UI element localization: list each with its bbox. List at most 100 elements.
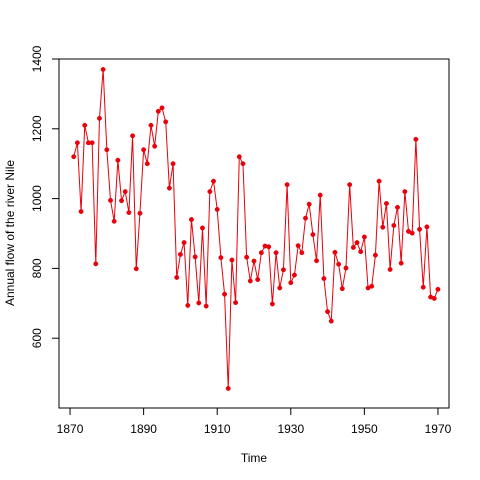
data-point xyxy=(350,245,356,250)
data-point xyxy=(398,260,404,266)
data-point xyxy=(299,250,305,256)
data-point xyxy=(251,258,257,264)
data-point xyxy=(247,278,253,284)
data-point xyxy=(97,115,102,121)
data-point xyxy=(111,218,117,224)
data-point xyxy=(273,250,279,256)
data-point xyxy=(74,140,80,146)
data-point xyxy=(376,178,382,184)
data-point xyxy=(269,301,275,307)
y-tick-label: 1400 xyxy=(30,45,44,72)
data-point xyxy=(332,249,338,255)
data-point xyxy=(144,161,150,167)
data-point xyxy=(244,254,250,260)
data-point xyxy=(78,209,84,214)
data-point xyxy=(413,136,419,142)
x-tick-label: 1910 xyxy=(204,422,231,436)
data-point xyxy=(185,302,191,308)
data-point xyxy=(295,243,301,249)
data-point xyxy=(369,283,375,289)
data-point xyxy=(255,277,261,283)
data-point xyxy=(214,206,220,212)
data-point xyxy=(189,217,194,222)
data-point xyxy=(292,272,297,278)
data-point xyxy=(328,318,334,324)
x-tick-label: 1930 xyxy=(277,422,304,436)
data-point xyxy=(258,250,264,256)
data-point xyxy=(402,189,408,195)
data-point xyxy=(166,185,172,191)
y-axis: 600 800 1000 1200 1400 xyxy=(30,45,60,348)
data-point xyxy=(361,234,367,240)
data-point xyxy=(284,182,290,188)
data-point xyxy=(420,284,426,290)
x-tick-label: 1890 xyxy=(130,422,157,436)
data-point xyxy=(148,122,154,128)
data-point xyxy=(211,178,216,184)
data-point xyxy=(339,286,345,292)
data-point xyxy=(122,189,128,195)
data-point xyxy=(431,295,437,301)
plot-frame xyxy=(58,58,450,409)
data-point xyxy=(321,276,327,281)
data-point xyxy=(288,280,294,286)
data-point xyxy=(100,67,106,72)
data-point xyxy=(233,300,239,306)
data-point xyxy=(133,266,139,272)
data-point xyxy=(424,224,430,230)
data-point xyxy=(177,251,183,257)
data-point xyxy=(387,266,393,272)
series-line xyxy=(73,68,439,389)
data-point xyxy=(104,147,110,153)
data-point xyxy=(417,226,423,232)
data-point xyxy=(119,198,124,204)
x-tick-label: 1970 xyxy=(425,422,452,436)
data-point xyxy=(229,257,235,263)
y-tick-label: 1200 xyxy=(30,115,44,142)
data-point xyxy=(181,240,187,246)
y-axis-label: Annual flow of the river Nile xyxy=(3,160,17,306)
data-point xyxy=(435,286,441,292)
data-point xyxy=(141,147,147,153)
data-point xyxy=(222,291,228,297)
data-point xyxy=(343,265,349,271)
data-point xyxy=(325,309,331,315)
data-point xyxy=(130,133,136,139)
data-point xyxy=(137,210,143,216)
x-tick-label: 1870 xyxy=(57,422,84,436)
data-point xyxy=(354,240,360,246)
data-point xyxy=(82,122,88,128)
data-point xyxy=(155,108,161,114)
x-axis: 1870 1890 1910 1930 1950 1970 xyxy=(57,407,452,436)
data-point xyxy=(196,300,202,306)
data-point xyxy=(126,210,132,216)
data-point xyxy=(207,189,213,195)
data-point xyxy=(218,255,224,261)
data-point xyxy=(159,105,165,111)
data-point xyxy=(93,261,99,267)
data-point xyxy=(240,161,246,167)
x-tick-label: 1950 xyxy=(351,422,378,436)
data-point xyxy=(310,232,316,237)
data-point xyxy=(71,154,77,160)
x-axis-label: Time xyxy=(241,451,268,465)
data-point xyxy=(372,252,378,258)
data-point xyxy=(280,267,286,273)
data-point xyxy=(277,285,283,291)
data-point xyxy=(380,224,386,230)
data-point xyxy=(174,275,180,280)
y-tick-label: 1000 xyxy=(30,185,44,212)
data-point xyxy=(236,154,242,160)
data-point xyxy=(170,161,176,167)
data-point xyxy=(200,225,205,231)
data-point xyxy=(336,261,342,267)
data-point xyxy=(115,157,121,163)
data-point xyxy=(163,119,169,125)
data-point xyxy=(203,303,209,309)
series-layer xyxy=(71,67,441,391)
data-point xyxy=(409,230,415,236)
data-point xyxy=(384,201,389,206)
y-tick-label: 800 xyxy=(30,258,44,278)
data-point xyxy=(306,201,312,207)
